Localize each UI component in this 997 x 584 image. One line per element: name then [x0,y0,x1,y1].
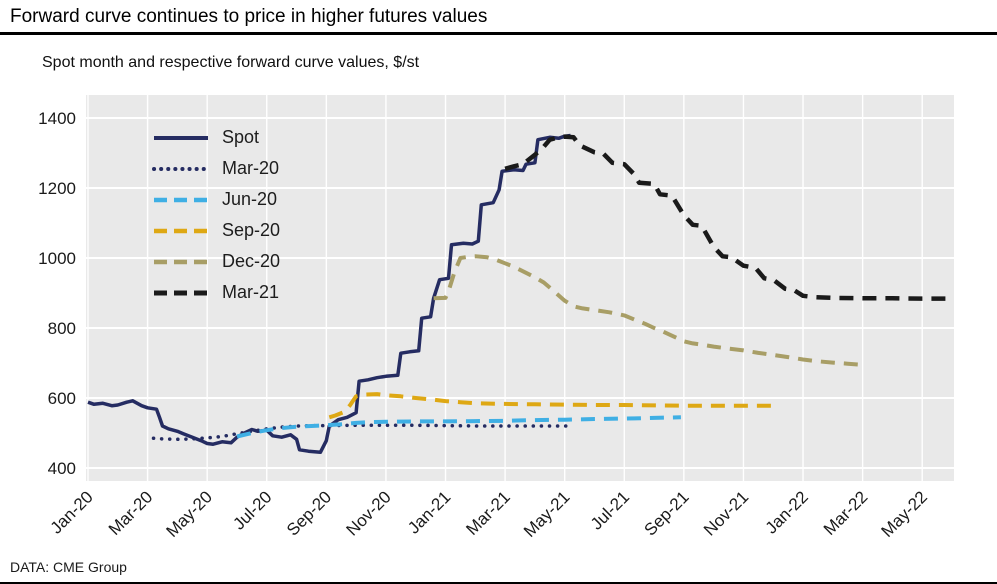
title-divider [0,32,997,35]
legend-item-mar-20: Mar-20 [152,153,280,184]
x-tick-label: Jan-21 [404,487,454,537]
series-line-spot [87,133,571,455]
x-tick-label: Jul-20 [229,487,275,533]
y-tick-label: 1400 [38,109,76,128]
x-tick-label: Jul-21 [587,487,633,533]
x-tick-label: May-21 [520,487,574,541]
legend-line-sample [152,166,210,171]
bottom-divider [0,582,997,584]
x-tick-label: Sep-21 [640,487,692,539]
data-source: DATA: CME Group [10,559,127,575]
y-tick-label: 400 [48,459,76,478]
legend-item-mar-21: Mar-21 [152,277,280,308]
legend-label: Mar-21 [222,282,280,302]
chart-subtitle: Spot month and respective forward curve … [42,54,420,71]
legend-label: Mar-20 [222,158,280,178]
series-line-jun-20 [236,415,681,439]
y-tick-label: 600 [48,389,76,408]
x-tick-label: Mar-22 [820,487,872,539]
legend-item-jun-20: Jun-20 [152,184,280,215]
x-tick-label: Nov-21 [700,487,752,539]
x-tick-label: Jan-22 [762,487,812,537]
legend-line-sample [154,197,208,202]
legend-item-spot: Spot [152,122,280,153]
x-tick-label: Jan-20 [47,487,97,537]
plot-area [86,95,954,481]
legend-line-sample [154,135,208,140]
series-line-sep-20 [328,392,774,420]
x-tick-label: Sep-20 [283,487,335,539]
y-tick-label: 1000 [38,249,76,268]
legend-label: Jun-20 [222,189,278,209]
legend-line-sample [154,290,208,295]
legend-label: Spot [222,127,260,147]
x-tick-label: Nov-20 [343,487,395,539]
x-tick-label: May-20 [162,487,216,541]
series-line-dec-20 [433,254,863,367]
legend-label: Sep-20 [222,220,281,240]
legend-line-sample [154,228,208,233]
page-title: Forward curve continues to price in high… [10,6,488,27]
y-tick-label: 800 [48,319,76,338]
y-tick-label: 1200 [38,179,76,198]
legend-label: Dec-20 [222,251,281,271]
x-tick-label: May-22 [878,487,932,541]
x-tick-label: Mar-21 [462,487,514,539]
x-tick-label: Mar-20 [105,487,157,539]
legend-line-sample [154,259,208,264]
legend-item-sep-20: Sep-20 [152,215,280,246]
series-line-mar-21 [504,134,946,301]
chart-legend: Spot Mar-20 Jun-20 Sep-20 Dec-20 Mar-21 [152,122,280,308]
legend-item-dec-20: Dec-20 [152,246,280,277]
